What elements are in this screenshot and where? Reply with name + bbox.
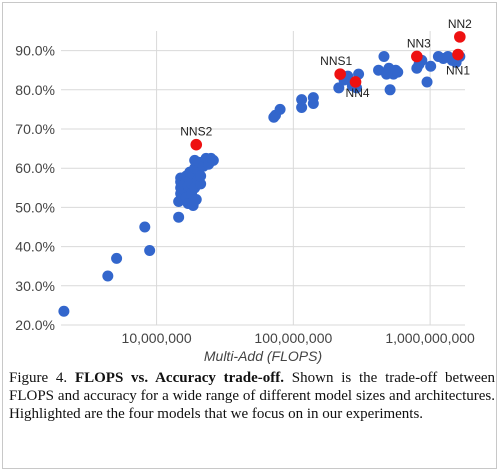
y-tick-label: 40.0% (15, 239, 55, 255)
y-axis-ticks: 20.0% 30.0% 40.0% 50.0% 60.0% 70.0% 80.0% 90.0% (15, 43, 55, 333)
figure-caption: Figure 4. FLOPS vs. Accuracy trade-off. … (9, 369, 495, 423)
highlight-point (452, 48, 464, 61)
data-point (58, 305, 70, 317)
point-label: NNS2 (180, 125, 212, 139)
data-point (392, 66, 404, 78)
grid-lines (61, 31, 465, 326)
y-tick-label: 20.0% (15, 317, 55, 333)
figure-frame: 20.0% 30.0% 40.0% 50.0% 60.0% 70.0% 80.0% 90.0%… (2, 2, 497, 469)
data-point (195, 178, 207, 190)
point-label: NNS1 (320, 54, 352, 68)
caption-figure-label: Figure 4. (9, 370, 68, 386)
data-point (207, 154, 219, 166)
data-point (307, 92, 319, 104)
highlight-point (190, 138, 203, 151)
data-point (139, 221, 151, 233)
data-point (378, 50, 390, 62)
point-label: NN4 (346, 86, 370, 100)
data-point (333, 82, 345, 94)
data-point (425, 60, 437, 72)
y-tick-label: 60.0% (15, 160, 55, 176)
x-axis-ticks: 10,000,000 100,000,000 1,000,000,000 (122, 330, 476, 346)
point-label: NN1 (446, 64, 470, 78)
x-axis-label: Multi-Add (FLOPS) (204, 348, 322, 364)
data-point (190, 194, 202, 206)
caption-body: Shown is the trade-off between FLOPS and… (9, 370, 496, 422)
data-point (296, 101, 308, 113)
data-point (195, 170, 207, 182)
y-tick-label: 50.0% (15, 199, 55, 215)
y-tick-label: 70.0% (15, 121, 55, 137)
highlight-point (349, 76, 362, 88)
point-label: NN2 (448, 17, 472, 31)
data-point (102, 270, 114, 282)
caption-title: FLOPS vs. Accuracy trade-off. (74, 370, 285, 386)
y-tick-label: 30.0% (15, 278, 55, 294)
data-point (111, 252, 123, 264)
data-point (421, 76, 433, 88)
data-points (58, 31, 466, 317)
data-point (296, 94, 308, 106)
scatter-chart: 20.0% 30.0% 40.0% 50.0% 60.0% 70.0% 80.0% 90.0%… (15, 17, 476, 364)
point-annotations: NNS2 NNS1 NN4 NN3 NN1 NN2 (180, 17, 472, 139)
highlight-point (454, 31, 466, 43)
highlight-point (411, 50, 423, 63)
x-tick-label: 1,000,000,000 (385, 330, 475, 346)
x-tick-label: 10,000,000 (122, 330, 192, 346)
y-tick-label: 80.0% (15, 82, 55, 98)
data-point (144, 245, 156, 257)
x-tick-label: 100,000,000 (254, 330, 332, 346)
data-point (173, 211, 185, 223)
highlight-point (334, 68, 346, 80)
data-point (274, 103, 286, 115)
y-tick-label: 90.0% (15, 43, 55, 59)
point-label: NN3 (407, 36, 431, 50)
data-point (384, 84, 396, 96)
